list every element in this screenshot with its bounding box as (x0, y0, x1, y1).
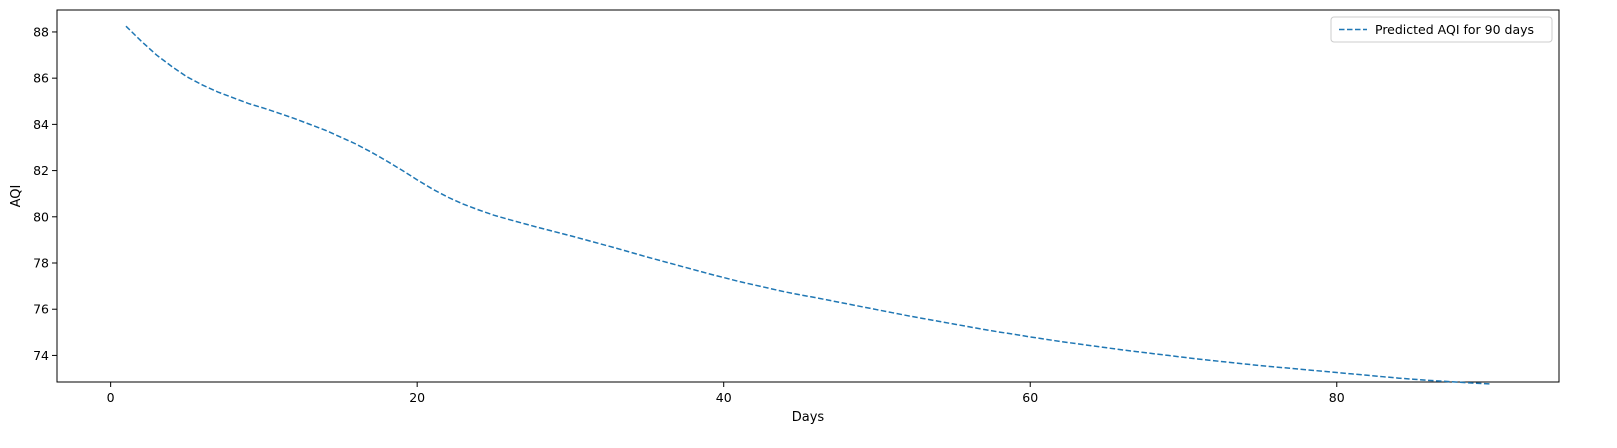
y-tick-label: 76 (33, 302, 49, 317)
plot-area (56, 9, 1560, 383)
y-tick-label: 86 (33, 71, 49, 86)
y-tick-label: 80 (33, 209, 49, 224)
legend-label: Predicted AQI for 90 days (1375, 22, 1534, 37)
y-axis-label: AQI (9, 185, 24, 208)
legend: Predicted AQI for 90 days (1330, 16, 1553, 43)
legend-box (1330, 16, 1553, 43)
series-line (125, 25, 1491, 385)
y-tick-label: 84 (33, 117, 49, 132)
x-tick-label: 80 (1329, 390, 1345, 405)
x-axis-label: Days (792, 410, 825, 425)
y-tick-label: 78 (33, 256, 49, 271)
x-tick-label: 40 (716, 390, 732, 405)
y-tick-label: 74 (33, 348, 49, 363)
x-tick-label: 20 (409, 390, 425, 405)
x-axis-ticks: 0 20 40 60 80 (107, 382, 1345, 405)
y-tick-label: 88 (33, 24, 49, 39)
x-tick-label: 60 (1022, 390, 1038, 405)
y-tick-label: 82 (33, 163, 49, 178)
y-axis-ticks: 74 76 78 80 82 84 86 88 (33, 24, 57, 363)
x-tick-label: 0 (107, 390, 115, 405)
